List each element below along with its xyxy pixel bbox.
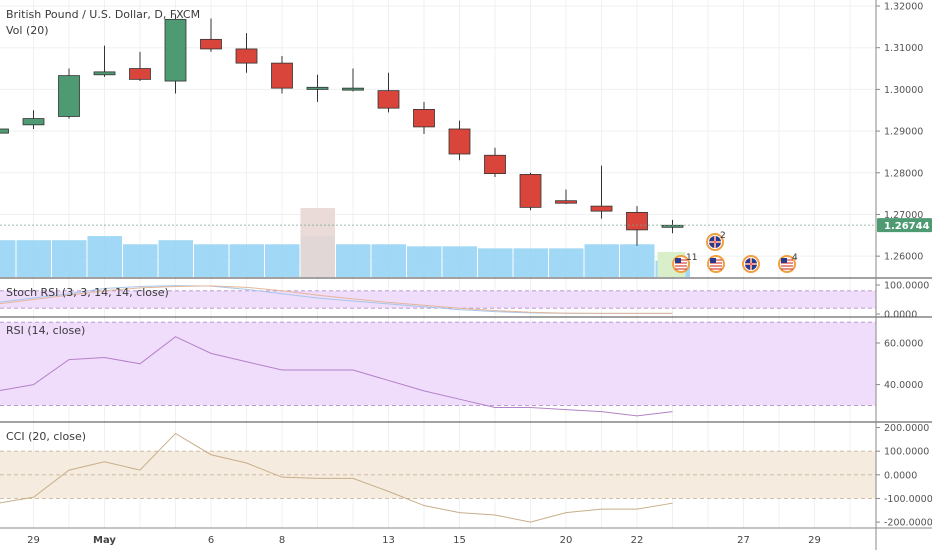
rsi-tick-label: 60.0000 <box>884 338 923 349</box>
event-marker[interactable] <box>742 255 760 273</box>
candle-body[interactable] <box>626 211 648 231</box>
volume-bar <box>0 240 16 277</box>
candle-body[interactable] <box>58 75 80 117</box>
volume-bar <box>52 240 87 277</box>
date-tick-label: 27 <box>737 535 750 546</box>
date-tick-label: 8 <box>279 535 285 546</box>
indicator-bands <box>0 290 876 499</box>
candle-body[interactable] <box>342 87 364 91</box>
cci-line <box>0 432 673 523</box>
date-tick-label: 22 <box>631 535 644 546</box>
cci-tick-label: 0.0000 <box>884 470 917 481</box>
stoch-tick-label: 0.0000 <box>884 310 917 321</box>
badge-background <box>877 218 932 233</box>
candle-body[interactable] <box>555 200 577 204</box>
event-marker[interactable] <box>707 255 725 273</box>
volume-bar <box>584 244 619 277</box>
volume-bars <box>0 208 690 277</box>
rsi-band <box>0 322 876 406</box>
volume-bar <box>549 248 584 277</box>
flag-canton <box>710 258 716 263</box>
date-tick-label: 13 <box>382 535 395 546</box>
volume-bar <box>407 246 442 277</box>
volume-spike-bar <box>300 208 335 277</box>
time-axis[interactable]: 29 May 6 8 13 15 20 22 27 29 <box>27 535 821 546</box>
stoch-d-line <box>0 285 673 314</box>
candle-body[interactable] <box>235 48 258 64</box>
price-tick-label: 1.32000 <box>884 2 923 13</box>
volume-bar <box>478 248 513 277</box>
candle-body[interactable] <box>93 71 116 76</box>
event-markers[interactable]: 2 11 4 <box>672 231 798 273</box>
event-count: 2 <box>720 231 726 241</box>
cci-tick-label: -100.0000 <box>884 494 932 505</box>
event-marker[interactable]: 4 <box>778 253 798 273</box>
flag-canton <box>781 258 787 263</box>
price-tick-label: 1.28000 <box>884 168 923 179</box>
badge-price-text: 1.26744 <box>884 221 930 232</box>
date-tick-label: 29 <box>808 535 821 546</box>
cci-label[interactable]: CCI (20, close) <box>6 430 87 443</box>
event-marker[interactable]: 2 <box>706 231 726 251</box>
stoch-rsi-label[interactable]: Stoch RSI (3, 3, 14, 14, close) <box>6 286 169 299</box>
price-tick-label: 1.30000 <box>884 85 923 96</box>
volume-bar <box>513 248 548 277</box>
price-tick-label: 1.29000 <box>884 127 923 138</box>
candle-body[interactable] <box>200 38 222 50</box>
indicator-lines <box>0 224 876 523</box>
event-marker[interactable]: 11 <box>672 253 697 273</box>
date-tick-label: 29 <box>27 535 40 546</box>
rsi-line <box>0 336 673 417</box>
cci-tick-label: -200.0000 <box>884 518 932 529</box>
candle-body[interactable] <box>306 86 329 90</box>
volume-bar <box>87 236 122 277</box>
volume-bar <box>16 240 51 277</box>
candle-body[interactable] <box>377 90 400 109</box>
cci-tick-label: 200.0000 <box>884 423 929 434</box>
stoch-tick-label: 100.0000 <box>884 281 929 292</box>
volume-bar <box>442 246 477 277</box>
volume-bar <box>123 244 158 277</box>
stoch-rsi-band <box>0 290 876 309</box>
volume-bar <box>229 244 264 277</box>
date-tick-label: 15 <box>453 535 466 546</box>
date-tick-label: 20 <box>560 535 573 546</box>
volume-bar <box>336 244 371 277</box>
candlestick-series[interactable] <box>0 14 684 246</box>
event-count: 4 <box>792 253 798 263</box>
date-tick-label: May <box>93 535 116 546</box>
symbol-title[interactable]: British Pound / U.S. Dollar, D, FXCM <box>6 8 201 21</box>
candle-body[interactable] <box>22 118 45 126</box>
candle-body[interactable] <box>413 108 435 128</box>
flag-canton <box>675 258 681 263</box>
volume-bar <box>620 244 655 277</box>
last-price-badge: 1.26744 <box>877 218 932 233</box>
candle-body[interactable] <box>271 62 293 89</box>
date-tick-label: 6 <box>208 535 214 546</box>
candle-body[interactable] <box>448 128 471 155</box>
candle-body[interactable] <box>590 205 613 212</box>
candle-body[interactable] <box>129 68 151 80</box>
price-axis[interactable]: 1.26000 1.27000 1.28000 1.29000 1.30000 1.310… <box>876 2 932 529</box>
candle-body[interactable] <box>0 128 9 134</box>
rsi-label[interactable]: RSI (14, close) <box>6 324 86 337</box>
candle-body[interactable] <box>519 174 542 208</box>
price-tick-label: 1.26000 <box>884 252 923 263</box>
volume-bar <box>371 244 406 277</box>
event-count: 11 <box>686 253 697 263</box>
price-tick-label: 1.31000 <box>884 43 923 54</box>
candle-body[interactable] <box>484 154 506 175</box>
price-tick-label: 1.27000 <box>884 210 923 221</box>
cci-tick-label: 100.0000 <box>884 447 929 458</box>
volume-bar <box>158 240 193 277</box>
candle-body[interactable] <box>164 18 187 82</box>
volume-bar <box>265 244 300 277</box>
volume-bar <box>194 244 229 277</box>
candle-body[interactable] <box>661 224 684 228</box>
rsi-tick-label: 40.0000 <box>884 380 923 391</box>
volume-indicator-label[interactable]: Vol (20) <box>6 24 49 37</box>
